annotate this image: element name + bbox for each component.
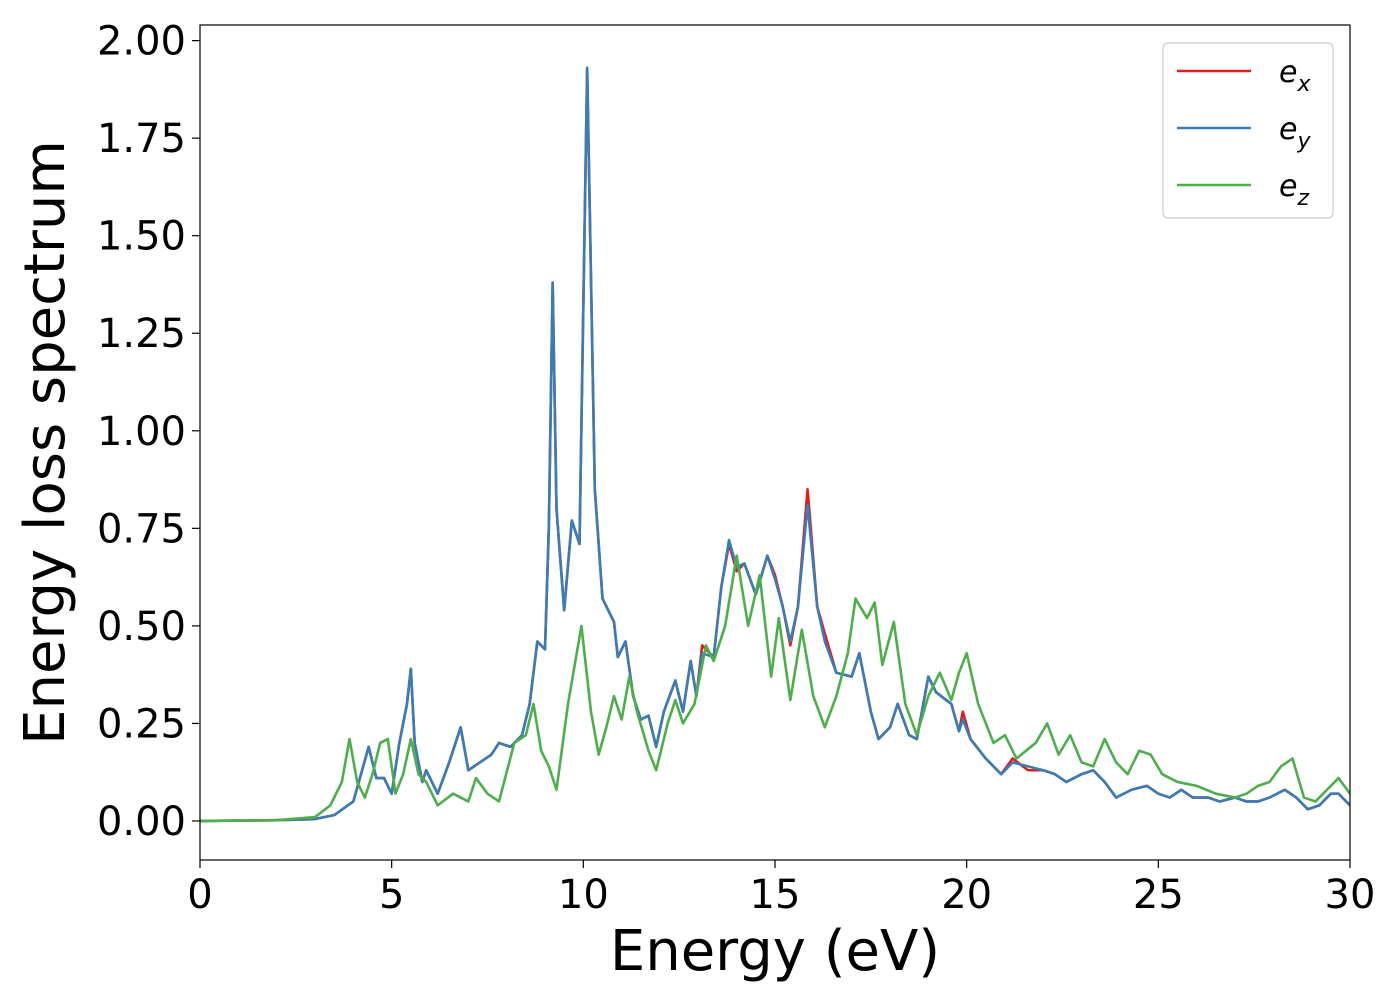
y-tick-label: 2.00 — [97, 19, 186, 65]
y-tick-label: 0.00 — [97, 799, 186, 845]
x-axis-label: Energy (eV) — [610, 919, 940, 984]
series-line-e-z — [200, 554, 1350, 823]
plot-area: 0 5 10 15 20 25 30 0.00 0.25 0.50 0.75 1.00 1.25 1.5… — [97, 19, 1376, 918]
y-tick-label: 0.50 — [97, 604, 186, 650]
legend: ex ey ez — [1162, 42, 1334, 219]
x-axis-ticks: 0 5 10 15 20 25 30 — [187, 860, 1375, 918]
y-axis-ticks: 0.00 0.25 0.50 0.75 1.00 1.25 1.50 1.75 2.00 — [97, 19, 200, 845]
y-tick-label: 0.25 — [97, 701, 186, 747]
x-tick-label: 10 — [558, 872, 609, 918]
y-tick-label: 1.25 — [97, 311, 186, 357]
y-tick-label: 0.75 — [97, 506, 186, 552]
x-tick-label: 0 — [187, 872, 212, 918]
legend-label-e-z: ez — [1279, 169, 1309, 211]
y-tick-label: 1.75 — [97, 116, 186, 162]
y-tick-label: 1.00 — [97, 409, 186, 455]
legend-label-e-y: ey — [1279, 112, 1311, 154]
x-tick-label: 25 — [1133, 872, 1184, 918]
x-tick-label: 20 — [941, 872, 992, 918]
series-lines — [200, 66, 1350, 823]
series-line-e-y — [200, 66, 1350, 823]
x-tick-label: 15 — [750, 872, 801, 918]
legend-box — [1162, 42, 1334, 219]
y-tick-label: 1.50 — [97, 214, 186, 260]
x-tick-label: 5 — [379, 872, 404, 918]
y-axis-label: Energy loss spectrum — [13, 140, 78, 745]
legend-label-e-x: ex — [1279, 55, 1311, 97]
x-tick-label: 30 — [1325, 872, 1376, 918]
